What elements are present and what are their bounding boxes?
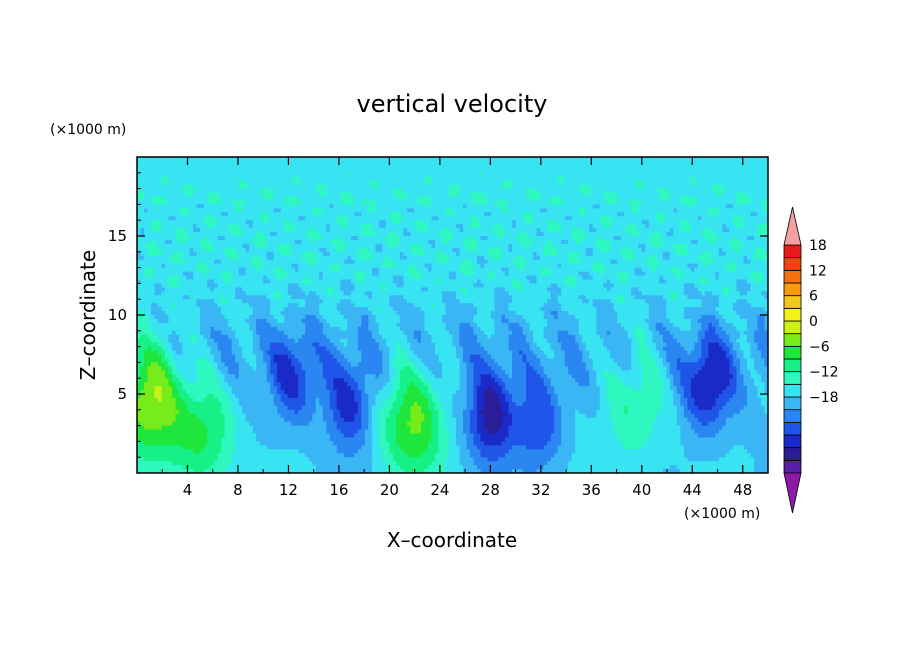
y-tick-label: 10 — [108, 306, 127, 324]
y-axis-ticks: 5 10 15 — [108, 172, 768, 458]
colorbar-segment — [783, 320, 802, 335]
colorbar-segment — [783, 333, 802, 347]
contour-field — [137, 157, 769, 474]
colorbar-label: 0 — [809, 314, 818, 330]
colorbar-segment — [783, 371, 802, 385]
colorbar-label: −6 — [809, 339, 830, 355]
colorbar-segment — [783, 434, 802, 449]
x-tick-label: 36 — [582, 481, 601, 499]
y-tick-label: 15 — [108, 227, 127, 245]
colorbar-segment — [783, 307, 802, 322]
colorbar-segment — [783, 396, 802, 411]
x-tick-label: 40 — [632, 481, 651, 499]
colorbar-segment — [783, 257, 802, 271]
colorbar-segment — [783, 345, 802, 360]
y-axis-label: Z–coordinate — [76, 250, 100, 380]
colorbar-segment — [783, 295, 802, 309]
colorbar-segment — [783, 447, 802, 461]
colorbar-label: 12 — [809, 263, 827, 279]
colorbar-segment — [783, 409, 802, 423]
colorbar-label: −18 — [809, 390, 839, 406]
x-tick-label: 48 — [733, 481, 752, 499]
x-tick-label: 8 — [233, 481, 243, 499]
colorbar-segment — [783, 244, 802, 259]
colorbar: 18 12 6 0 −6 −12 −18 — [783, 206, 839, 514]
x-axis-unit: (×1000 m) — [684, 506, 760, 522]
colorbar-label: 18 — [809, 238, 827, 254]
colorbar-label: 6 — [809, 289, 818, 305]
colorbar-label: −12 — [809, 365, 839, 381]
colorbar-segment — [783, 282, 802, 297]
y-tick-label: 5 — [117, 385, 127, 403]
x-tick-label: 16 — [329, 481, 348, 499]
colorbar-segment — [783, 269, 802, 284]
x-tick-label: 12 — [279, 481, 298, 499]
x-tick-label: 44 — [683, 481, 702, 499]
colorbar-segment — [783, 358, 802, 373]
y-axis-unit: (×1000 m) — [50, 122, 126, 138]
colorbar-max-arrow — [783, 206, 802, 246]
colorbar-segment — [783, 421, 802, 436]
x-tick-label: 4 — [183, 481, 193, 499]
colorbar-segment — [783, 383, 802, 398]
x-tick-label: 32 — [531, 481, 550, 499]
x-axis-label: X–coordinate — [387, 528, 517, 552]
x-tick-label: 20 — [380, 481, 399, 499]
colorbar-segment — [783, 459, 802, 474]
colorbar-min-arrow — [783, 472, 802, 514]
x-tick-label: 24 — [430, 481, 449, 499]
x-tick-label: 28 — [481, 481, 500, 499]
x-axis-ticks: 4 8 12 16 20 24 28 32 36 40 44 48 — [161, 157, 752, 499]
chart-title: vertical velocity — [357, 90, 548, 118]
